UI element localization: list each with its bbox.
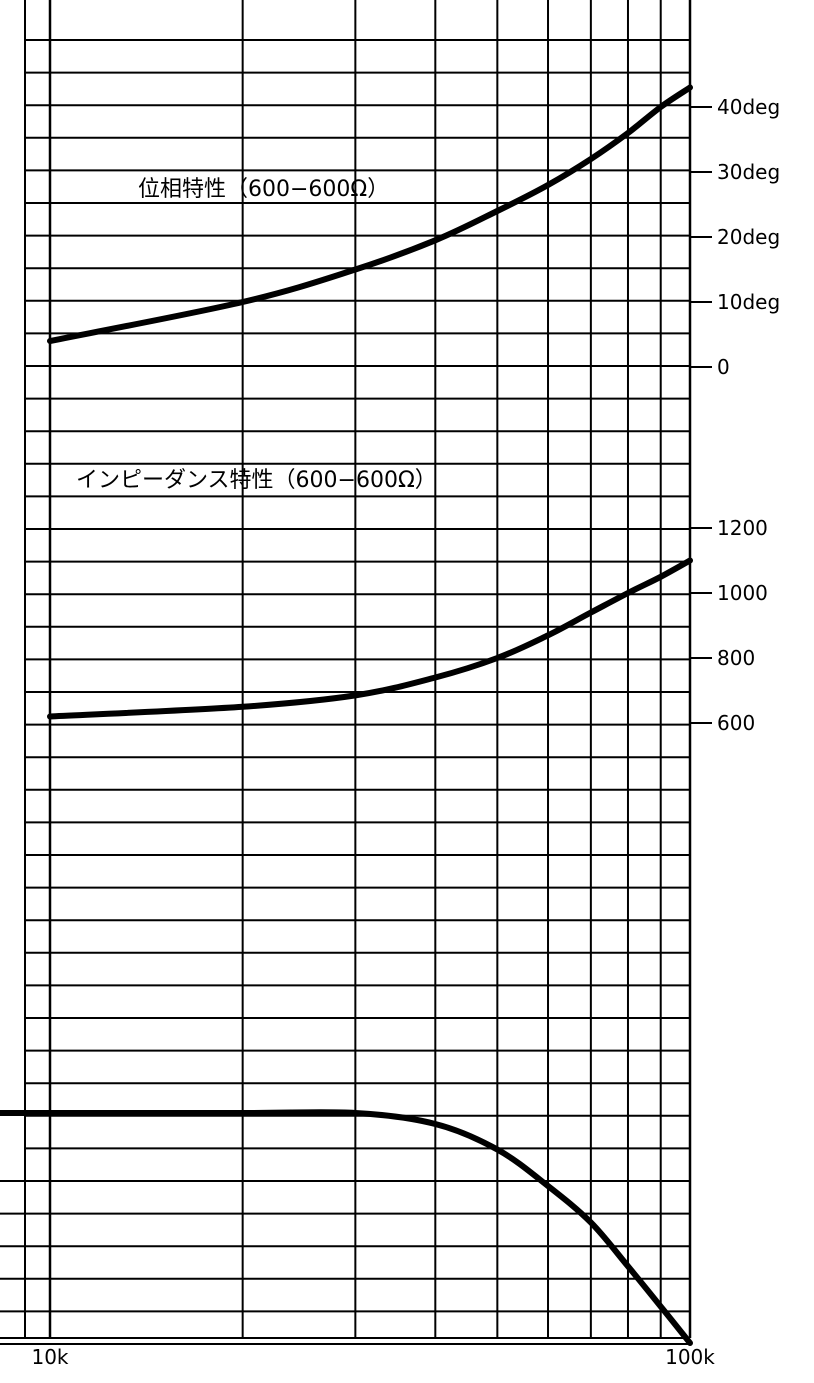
x-tick-label-10k: 10k [31, 1345, 68, 1369]
y-tick-label-phase: 0 [717, 355, 730, 379]
impedance-curve [47, 557, 693, 720]
y-tick-label-phase: 10deg [717, 290, 780, 314]
x-tick-label-100k: 100k [665, 1345, 715, 1369]
phase-title: 位相特性（600−600Ω） [138, 177, 389, 202]
impedance-title: インピーダンス特性（600−600Ω） [76, 468, 437, 493]
y-tick-label-impedance: 1200 [717, 516, 768, 540]
y-tick-label-phase: 20deg [717, 225, 780, 249]
y-tick-label-impedance: 800 [717, 646, 755, 670]
y-tick-label-phase: 40deg [717, 95, 780, 119]
y-tick-label-impedance: 1000 [717, 581, 768, 605]
y-tick-label-phase: 30deg [717, 160, 780, 184]
y-tick-label-impedance: 600 [717, 711, 755, 735]
frequency-response-curve [0, 1109, 693, 1346]
horizontal-grid-lines [0, 39, 690, 1345]
right-axis-ticks: 40deg 30deg 20deg 10deg 0 1200 1000 800 600 [690, 95, 780, 735]
curves [0, 84, 693, 1346]
phase-curve [47, 84, 693, 344]
labels: 位相特性（600−600Ω） インピーダンス特性（600−600Ω） 10k 1… [31, 177, 715, 1369]
